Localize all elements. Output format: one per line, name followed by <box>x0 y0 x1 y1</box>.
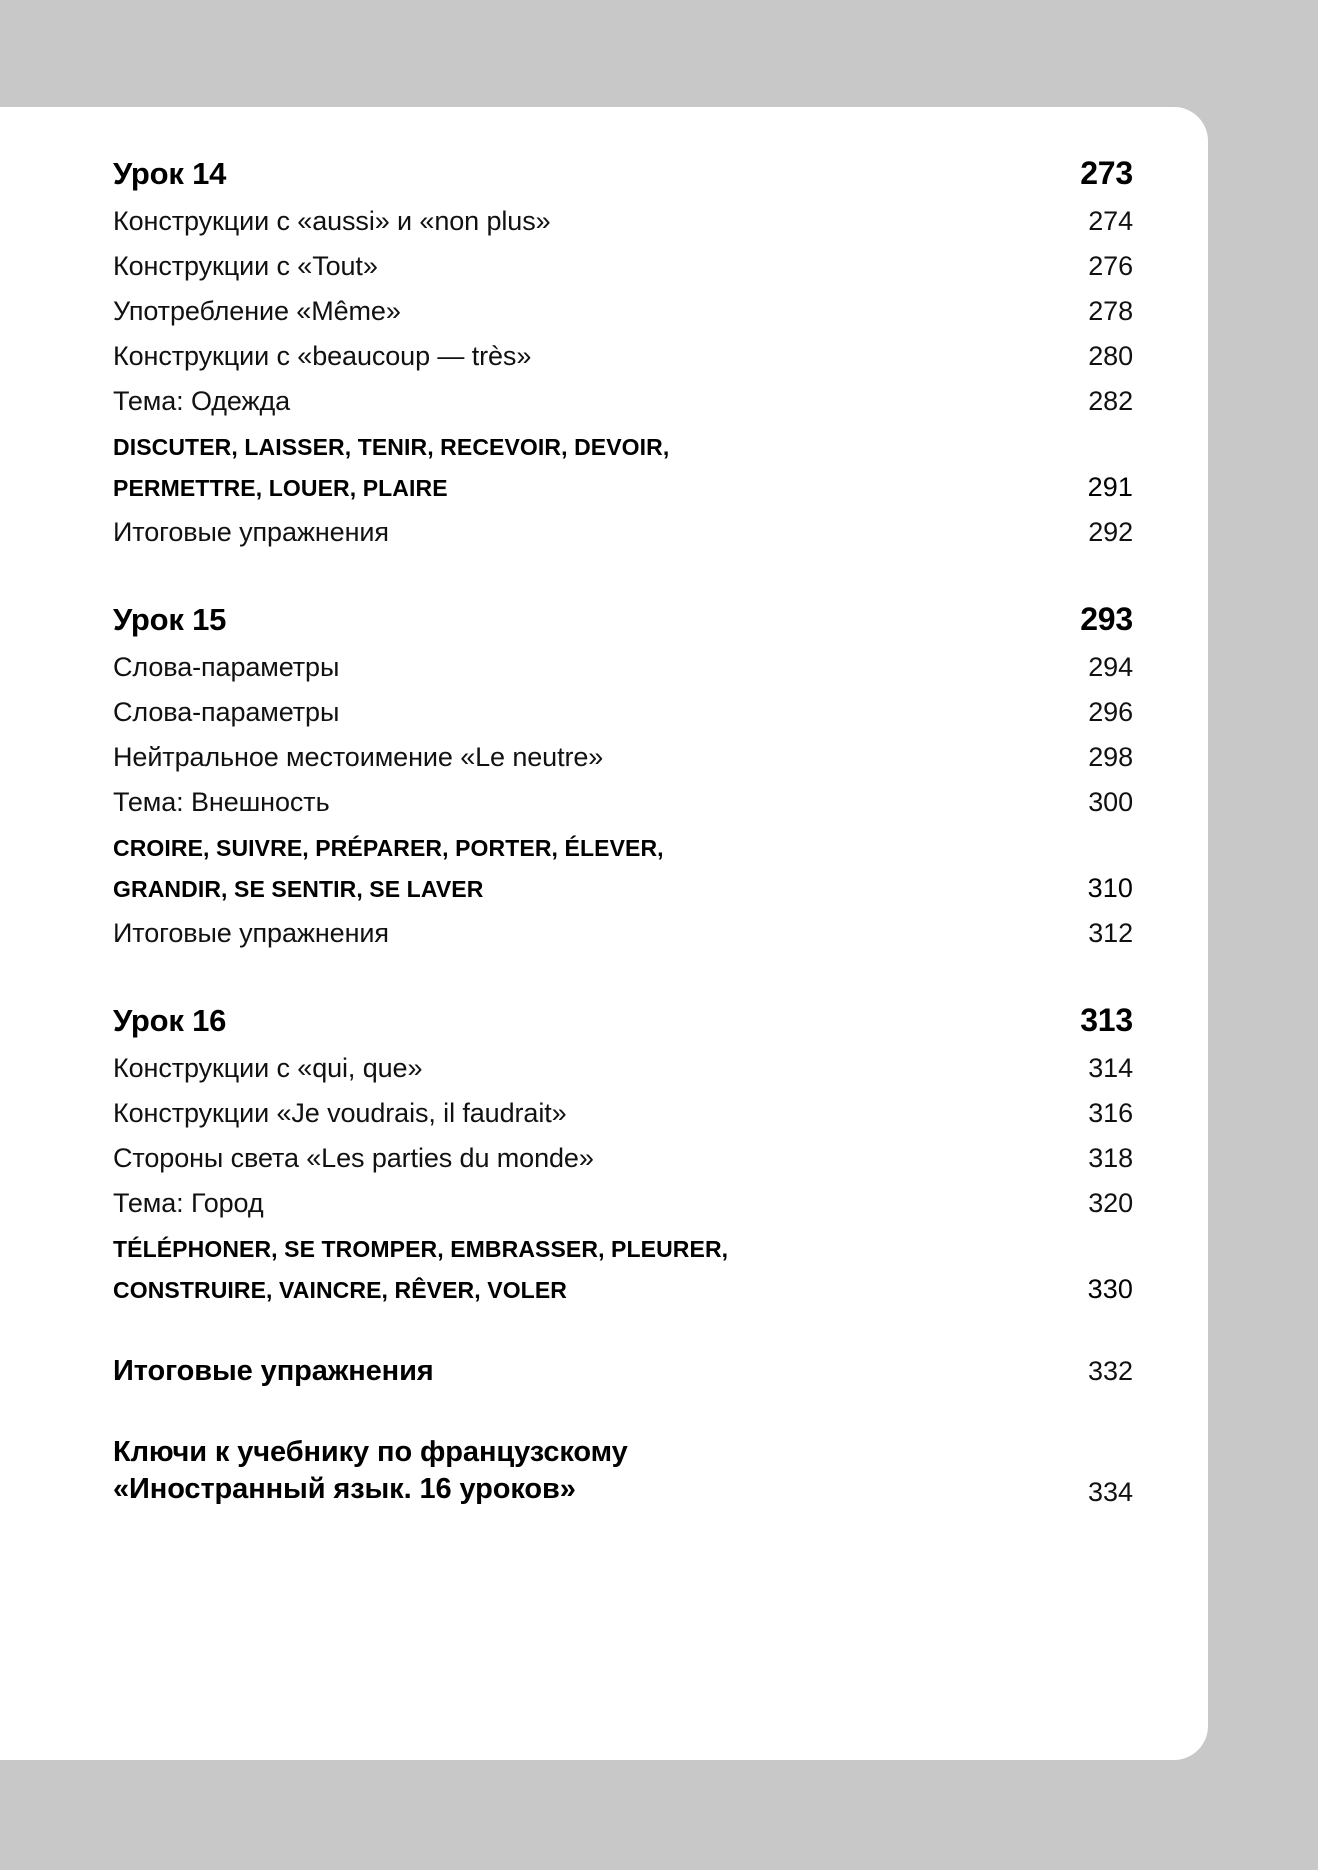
toc-entry-page: 276 <box>1088 251 1133 281</box>
toc-entry-label: Употребление «Même» <box>113 296 401 326</box>
toc-entry-page: 318 <box>1088 1143 1133 1173</box>
toc-entry-page: 320 <box>1088 1188 1133 1218</box>
lesson-heading-page-14: 273 <box>1080 155 1133 191</box>
toc-entry-label: Стороны света «Les parties du monde» <box>113 1143 594 1173</box>
closing-section-label: Ключи к учебнику по французскому «Иностр… <box>113 1436 628 1506</box>
page-sheet: Урок 14 273 Конструкции с «aussi» и «non… <box>0 107 1208 1760</box>
toc-entry-label: Конструкции с «qui, que» <box>113 1053 423 1083</box>
closing-section-label: Итоговые упражнения <box>113 1355 434 1387</box>
verb-list-page: 330 <box>1087 1274 1133 1304</box>
toc-entry: Конструкции с «beaucoup — très» 280 <box>113 341 1133 372</box>
toc-entry-page: 292 <box>1088 517 1133 547</box>
lesson-heading-16: Урок 16 <box>113 1003 227 1038</box>
toc-entry-final: Итоговые упражнения 292 <box>113 517 1133 548</box>
toc-entry-label: Тема: Город <box>113 1188 264 1218</box>
toc-entry-final: Итоговые упражнения 312 <box>113 918 1133 949</box>
toc-entry-page: 314 <box>1088 1053 1133 1083</box>
toc-entry-label: Тема: Внешность <box>113 787 330 817</box>
toc-entry: Тема: Город 320 <box>113 1188 1133 1219</box>
lesson-block-15: Урок 15 293 Слова-параметры 294 Слова-па… <box>113 601 1133 949</box>
toc-entry-label: Слова-параметры <box>113 697 340 727</box>
table-of-contents: Урок 14 273 Конструкции с «aussi» и «non… <box>113 155 1133 1508</box>
toc-entry-label: Слова-параметры <box>113 652 340 682</box>
verb-list-label: PERMETTRE, LOUER, PLAIRE <box>113 475 448 501</box>
verb-list-page: 291 <box>1087 472 1133 502</box>
verb-list-line-2: CONSTRUIRE, VAINCRE, RÊVER, VOLER 330 <box>113 1274 1133 1305</box>
verb-list-line-1: DISCUTER, LAISSER, TENIR, RECEVOIR, DEVO… <box>113 434 1133 461</box>
closing-section-exercises: Итоговые упражнения 332 <box>113 1355 1133 1388</box>
toc-entry-label: Конструкции «Je voudrais, il faudrait» <box>113 1098 567 1128</box>
lesson-heading-page-16: 313 <box>1080 1002 1133 1038</box>
toc-entry: Слова-параметры 294 <box>113 652 1133 683</box>
lesson-block-16: Урок 16 313 Конструкции с «qui, que» 314… <box>113 1002 1133 1305</box>
toc-entry: Тема: Внешность 300 <box>113 787 1133 818</box>
toc-entry: Конструкции с «Tout» 276 <box>113 251 1133 282</box>
toc-entry-page: 294 <box>1088 652 1133 682</box>
toc-entry: Тема: Одежда 282 <box>113 386 1133 417</box>
toc-entry-page: 298 <box>1088 742 1133 772</box>
toc-entry: Стороны света «Les parties du monde» 318 <box>113 1143 1133 1174</box>
verb-list-label: CROIRE, SUIVRE, PRÉPARER, PORTER, ÉLEVER… <box>113 835 664 861</box>
lesson-block-14: Урок 14 273 Конструкции с «aussi» и «non… <box>113 155 1133 548</box>
lesson-heading-page-15: 293 <box>1080 601 1133 637</box>
toc-entry-label: Итоговые упражнения <box>113 918 389 948</box>
verb-list-label: GRANDIR, SE SENTIR, SE LAVER <box>113 876 484 902</box>
toc-entry-label: Нейтральное местоимение «Le neutre» <box>113 742 604 772</box>
lesson-heading-row-14: Урок 14 273 <box>113 155 1133 192</box>
verb-list-line-1: CROIRE, SUIVRE, PRÉPARER, PORTER, ÉLEVER… <box>113 835 1133 862</box>
toc-entry: Нейтральное местоимение «Le neutre» 298 <box>113 742 1133 773</box>
toc-entry-page: 274 <box>1088 206 1133 236</box>
lesson-heading-15: Урок 15 <box>113 602 227 637</box>
toc-entry-label: Конструкции с «beaucoup — très» <box>113 341 532 371</box>
closing-section-page: 332 <box>1087 1356 1133 1386</box>
toc-entry: Употребление «Même» 278 <box>113 296 1133 327</box>
verb-list-label: DISCUTER, LAISSER, TENIR, RECEVOIR, DEVO… <box>113 434 670 460</box>
verb-list-line-2: GRANDIR, SE SENTIR, SE LAVER 310 <box>113 873 1133 904</box>
toc-entry: Конструкции с «aussi» и «non plus» 274 <box>113 206 1133 237</box>
lesson-heading-row-15: Урок 15 293 <box>113 601 1133 638</box>
lesson-heading-14: Урок 14 <box>113 156 227 191</box>
toc-entry-label: Тема: Одежда <box>113 386 291 416</box>
toc-entry-page: 280 <box>1088 341 1133 371</box>
toc-entry-label: Конструкции с «Tout» <box>113 251 378 281</box>
verb-list-label: TÉLÉPHONER, SE TROMPER, EMBRASSER, PLEUR… <box>113 1236 729 1262</box>
toc-entry-page: 312 <box>1088 918 1133 948</box>
verb-list-line-1: TÉLÉPHONER, SE TROMPER, EMBRASSER, PLEUR… <box>113 1236 1133 1263</box>
toc-entry-page: 296 <box>1088 697 1133 727</box>
verb-list-label: CONSTRUIRE, VAINCRE, RÊVER, VOLER <box>113 1277 567 1303</box>
lesson-heading-row-16: Урок 16 313 <box>113 1002 1133 1039</box>
toc-entry: Конструкции с «qui, que» 314 <box>113 1053 1133 1084</box>
closing-section-keys: Ключи к учебнику по французскому «Иностр… <box>113 1434 1133 1508</box>
verb-list-line-2: PERMETTRE, LOUER, PLAIRE 291 <box>113 472 1133 503</box>
toc-entry-label: Итоговые упражнения <box>113 517 389 547</box>
toc-entry-page: 316 <box>1088 1098 1133 1128</box>
closing-section-page: 334 <box>1087 1477 1133 1508</box>
toc-entry-label: Конструкции с «aussi» и «non plus» <box>113 206 551 236</box>
toc-entry: Слова-параметры 296 <box>113 697 1133 728</box>
toc-entry: Конструкции «Je voudrais, il faudrait» 3… <box>113 1098 1133 1129</box>
toc-entry-page: 300 <box>1088 787 1133 817</box>
verb-list-page: 310 <box>1087 873 1133 903</box>
toc-entry-page: 282 <box>1088 386 1133 416</box>
toc-entry-page: 278 <box>1088 296 1133 326</box>
